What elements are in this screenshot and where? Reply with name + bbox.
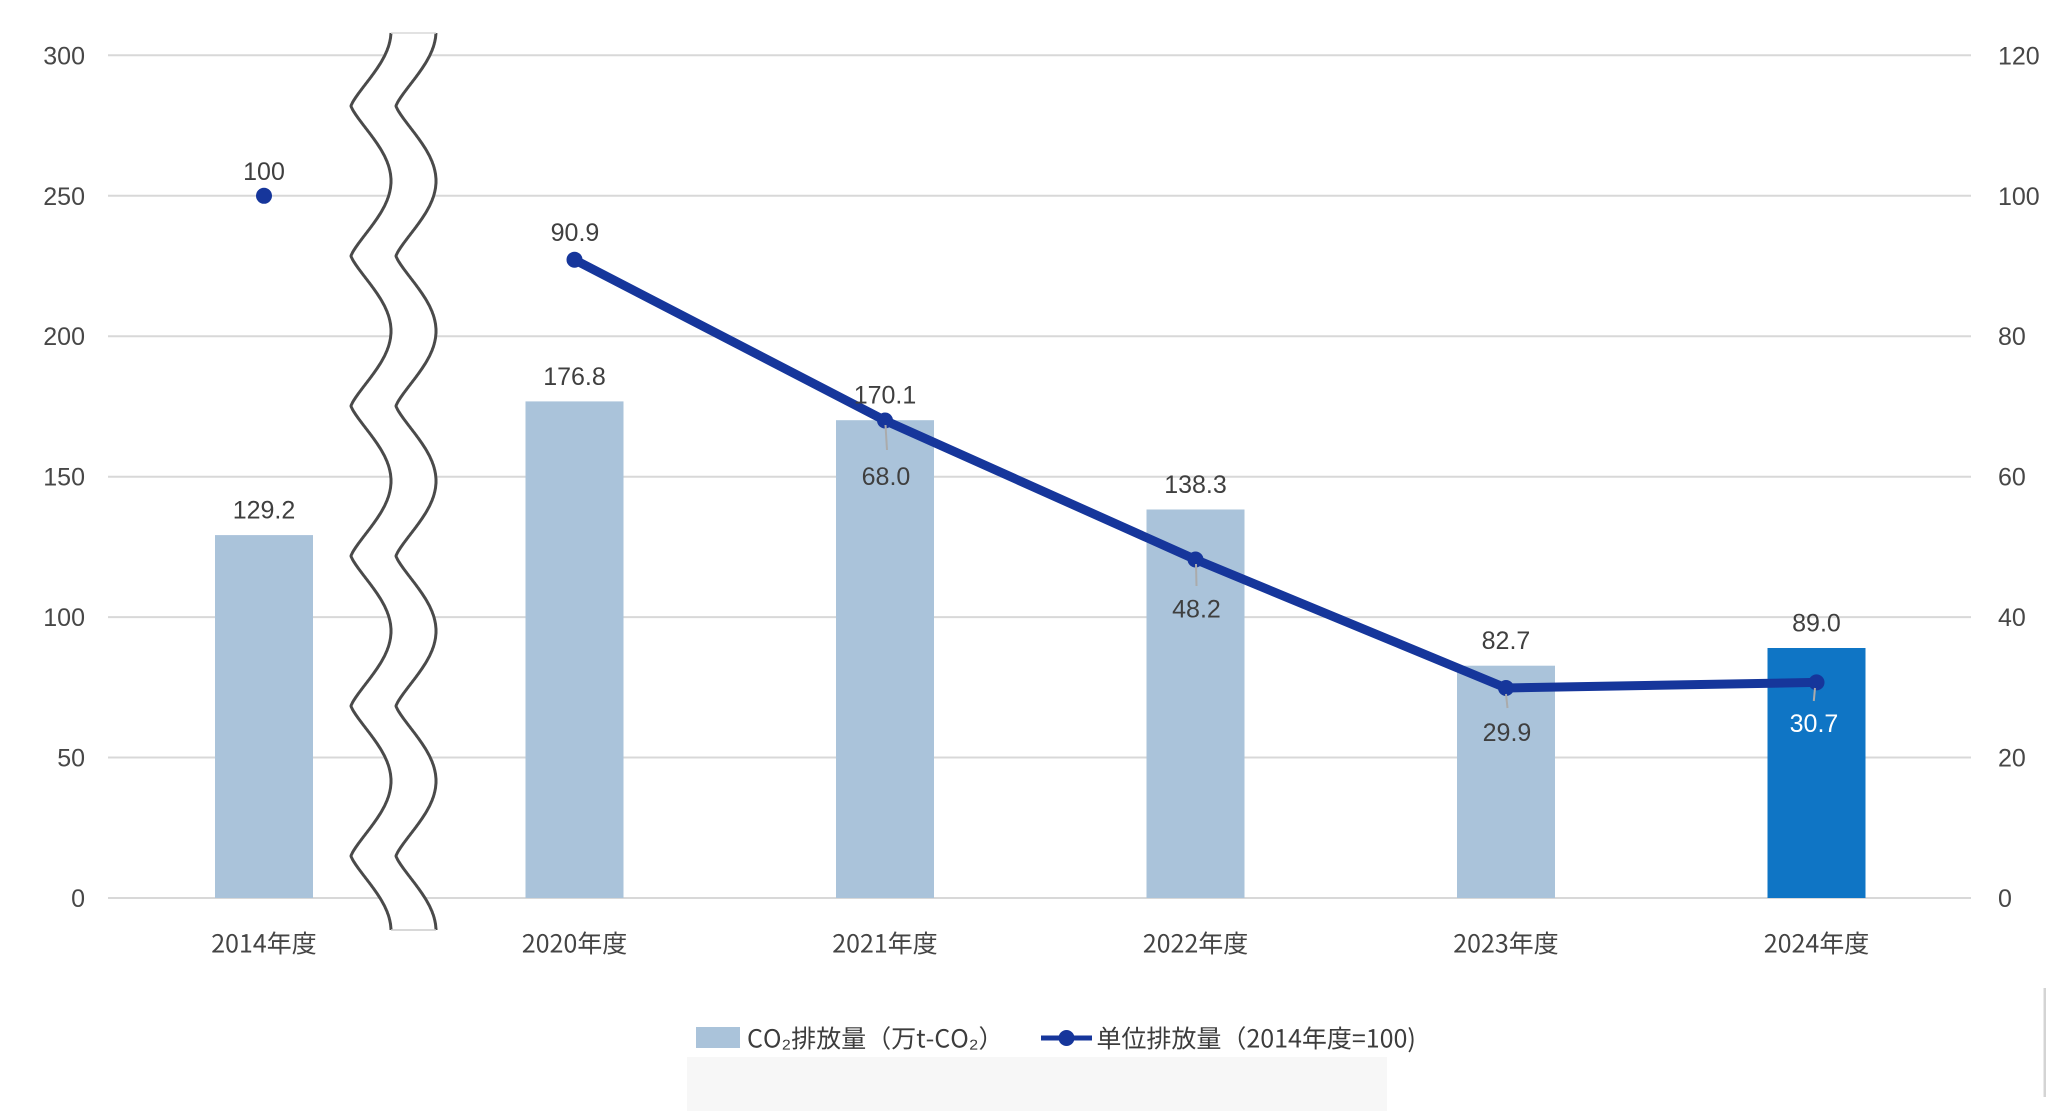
svg-text:60: 60 bbox=[1998, 464, 2026, 492]
svg-text:30.7: 30.7 bbox=[1790, 710, 1839, 738]
svg-text:0: 0 bbox=[1998, 885, 2012, 913]
svg-text:20: 20 bbox=[1998, 745, 2026, 773]
svg-text:129.2: 129.2 bbox=[233, 497, 296, 525]
svg-text:120: 120 bbox=[1998, 42, 2040, 70]
svg-text:80: 80 bbox=[1998, 323, 2026, 351]
svg-text:48.2: 48.2 bbox=[1172, 595, 1221, 623]
svg-text:29.9: 29.9 bbox=[1483, 719, 1532, 747]
svg-text:100: 100 bbox=[1998, 183, 2040, 211]
svg-text:90.9: 90.9 bbox=[551, 219, 600, 247]
svg-text:300: 300 bbox=[43, 42, 85, 70]
svg-text:68.0: 68.0 bbox=[862, 463, 911, 491]
svg-text:176.8: 176.8 bbox=[543, 363, 606, 391]
svg-text:100: 100 bbox=[43, 604, 85, 632]
svg-text:138.3: 138.3 bbox=[1164, 471, 1227, 499]
svg-text:40: 40 bbox=[1998, 604, 2026, 632]
svg-text:200: 200 bbox=[43, 323, 85, 351]
svg-text:82.7: 82.7 bbox=[1482, 627, 1531, 655]
svg-text:100: 100 bbox=[243, 158, 285, 186]
svg-text:150: 150 bbox=[43, 464, 85, 492]
svg-text:250: 250 bbox=[43, 183, 85, 211]
svg-text:170.1: 170.1 bbox=[854, 382, 917, 410]
svg-text:89.0: 89.0 bbox=[1792, 610, 1841, 638]
svg-text:50: 50 bbox=[57, 745, 85, 773]
svg-text:0: 0 bbox=[71, 885, 85, 913]
